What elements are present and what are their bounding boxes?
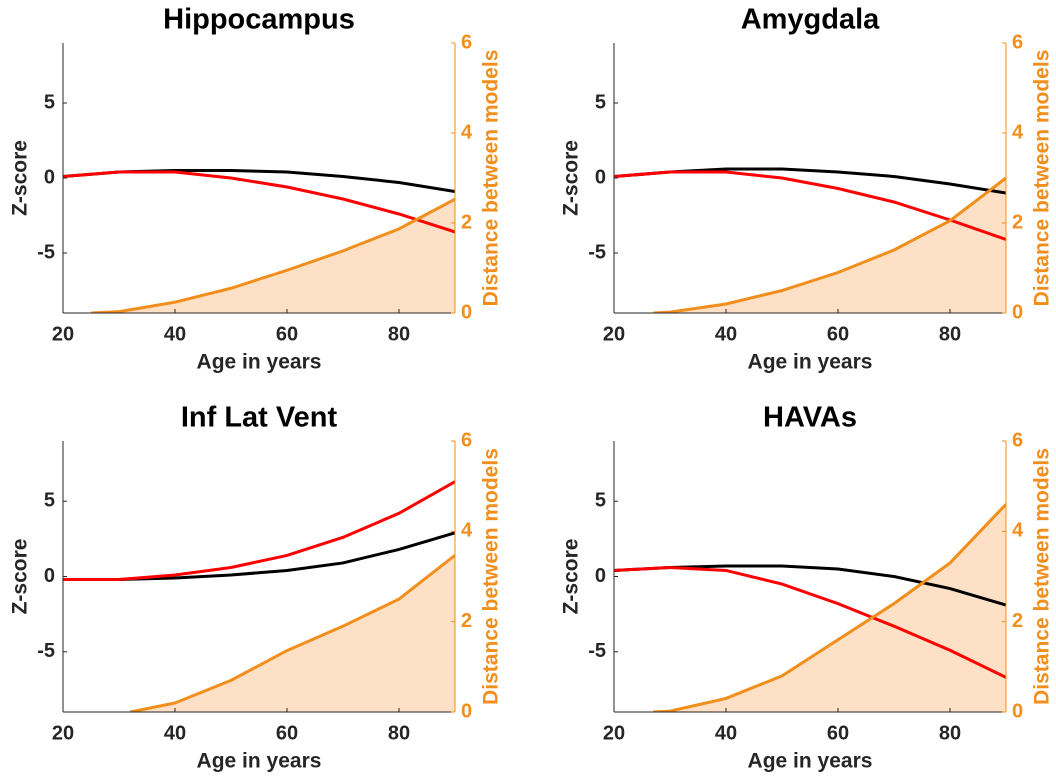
line: [90, 197, 455, 313]
x-tick-label: 60: [276, 323, 298, 345]
area: [653, 504, 1006, 712]
plot-area: [614, 503, 1006, 712]
y2-tick-label: 2: [461, 211, 472, 233]
y-tick-label: -5: [588, 640, 606, 662]
x-tick-label: 80: [939, 722, 961, 744]
area: [653, 178, 1006, 313]
plot-area: [63, 480, 455, 712]
x-tick-label: 80: [388, 722, 410, 744]
y2-tick-label: 2: [1012, 211, 1023, 233]
y2-tick-label: 0: [1012, 700, 1023, 722]
x-tick-label: 40: [164, 722, 186, 744]
x-axis-label: Age in years: [197, 750, 322, 773]
x-tick-label: 60: [276, 722, 298, 744]
line: [653, 176, 1006, 313]
line: [614, 170, 1006, 241]
subplot: 20 40 60 80 -5 0 5 0 2 4 6 Hippocampus Age in years Z…: [9, 4, 503, 374]
y-axis-label: Z-score: [560, 539, 583, 615]
y-tick-label: 0: [44, 565, 55, 587]
area: [130, 555, 455, 712]
x-tick-label: 60: [827, 722, 849, 744]
y2-tick-label: 6: [1012, 429, 1023, 451]
y2-tick-label: 6: [1012, 31, 1023, 53]
y-tick-label: 0: [595, 565, 606, 587]
line: [129, 554, 455, 712]
y2-tick-label: 6: [461, 31, 472, 53]
y-axis-label: Z-score: [9, 140, 32, 216]
y-tick-label: -5: [37, 241, 55, 263]
subplot: 20 40 60 80 -5 0 5 0 2 4 6 Amygdala Age in years Z-sc…: [560, 4, 1054, 374]
line: [614, 565, 1006, 679]
x-tick-label: 60: [827, 323, 849, 345]
line: [63, 531, 455, 582]
y2-tick-label: 4: [1012, 121, 1024, 143]
y-tick-label: -5: [37, 640, 55, 662]
subplot: 20 40 60 80 -5 0 5 0 2 4 6 HAVAs Age in years Z-score…: [560, 402, 1054, 773]
subplot: 20 40 60 80 -5 0 5 0 2 4 6 Inf Lat Vent Age in years…: [9, 402, 503, 773]
y-tick-label: 5: [44, 91, 55, 113]
y2-tick-label: 4: [461, 121, 473, 143]
y2-tick-label: 6: [461, 429, 472, 451]
x-tick-label: 20: [603, 722, 625, 744]
y-tick-label: 0: [44, 166, 55, 188]
y2-tick-label: 0: [1012, 301, 1023, 323]
x-axis-label: Age in years: [748, 750, 873, 773]
y2-tick-label: 4: [461, 520, 473, 542]
y2-tick-label: 2: [1012, 610, 1023, 632]
y-axis-label: Z-score: [9, 539, 32, 615]
x-tick-label: 80: [388, 323, 410, 345]
y2-tick-label: 0: [461, 301, 472, 323]
line: [63, 480, 455, 582]
y-axis-label: Z-score: [560, 140, 583, 216]
chart-title: HAVAs: [763, 402, 857, 434]
x-tick-label: 20: [52, 722, 74, 744]
x-tick-label: 20: [52, 323, 74, 345]
chart-title: Hippocampus: [163, 4, 355, 36]
y2-axis-label: Distance between models: [480, 50, 503, 307]
plot-area: [63, 169, 455, 313]
chart-title: Inf Lat Vent: [181, 402, 338, 434]
y2-tick-label: 4: [1012, 520, 1024, 542]
y2-tick-label: 2: [461, 610, 472, 632]
x-tick-label: 40: [715, 722, 737, 744]
y-tick-label: -5: [588, 241, 606, 263]
y-tick-label: 5: [595, 91, 606, 113]
y2-axis-label: Distance between models: [1031, 50, 1054, 307]
y-tick-label: 0: [595, 166, 606, 188]
line: [653, 503, 1006, 712]
x-axis-label: Age in years: [748, 351, 873, 374]
y2-axis-label: Distance between models: [1031, 448, 1054, 705]
plot-area: [614, 167, 1006, 313]
x-axis-label: Age in years: [197, 351, 322, 374]
x-tick-label: 20: [603, 323, 625, 345]
y2-axis-label: Distance between models: [480, 448, 503, 705]
x-tick-label: 40: [715, 323, 737, 345]
y2-tick-label: 0: [461, 700, 472, 722]
y-tick-label: 5: [595, 490, 606, 512]
y-tick-label: 5: [44, 490, 55, 512]
x-tick-label: 40: [164, 323, 186, 345]
line: [63, 170, 455, 234]
area: [91, 199, 455, 313]
x-tick-label: 80: [939, 323, 961, 345]
chart-title: Amygdala: [741, 4, 880, 36]
